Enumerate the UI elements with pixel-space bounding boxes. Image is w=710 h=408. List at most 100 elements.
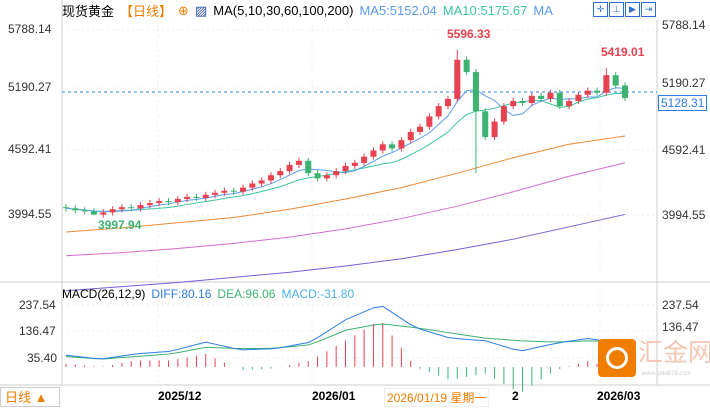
candle bbox=[379, 144, 386, 151]
candle bbox=[612, 75, 619, 86]
candle bbox=[240, 187, 247, 192]
price-axis-left-3: 3994.55 bbox=[8, 207, 52, 221]
exit-icon[interactable]: ⇥ bbox=[641, 2, 656, 17]
ma100-line bbox=[65, 213, 626, 292]
date-label-dec: 2025/12 bbox=[158, 389, 202, 403]
candle bbox=[407, 131, 414, 141]
candle bbox=[63, 207, 69, 209]
macd-header: MACD(26,12,9) DIFF:80.16 DEA:96.06 MACD:… bbox=[62, 287, 354, 301]
candle bbox=[174, 198, 181, 203]
candle bbox=[528, 95, 535, 104]
candle bbox=[137, 205, 144, 209]
candle bbox=[435, 106, 442, 117]
candle bbox=[519, 100, 526, 104]
macd-axis-left-2: 35.40 bbox=[27, 351, 58, 365]
zoom-in-icon[interactable]: ⊥ bbox=[609, 2, 624, 17]
candle bbox=[202, 194, 209, 198]
ma-more: MA bbox=[533, 3, 553, 18]
candle bbox=[90, 211, 97, 215]
candle bbox=[165, 201, 172, 203]
date-label-mar: 2026/03 bbox=[597, 389, 641, 403]
price-axis-right-2: 4592.41 bbox=[662, 143, 706, 157]
candle bbox=[510, 100, 517, 107]
candle bbox=[426, 116, 433, 127]
candle bbox=[109, 209, 116, 213]
cursor-date-label: 2026/01/19 星期一 bbox=[384, 388, 490, 407]
candle bbox=[81, 210, 88, 212]
candle bbox=[118, 207, 125, 210]
macd-axis-right-1: 136.47 bbox=[662, 320, 699, 334]
candle bbox=[584, 90, 591, 95]
macd-label: MACD(26,12,9) bbox=[62, 287, 146, 301]
indicator-icon[interactable]: ▨ bbox=[194, 2, 208, 18]
candle bbox=[333, 171, 340, 176]
ma10-value: MA10:5175.67 bbox=[442, 3, 528, 18]
candle bbox=[603, 75, 610, 93]
price-axis-right-3: 3994.55 bbox=[662, 208, 706, 222]
price-axis-left-1: 5190.27 bbox=[8, 80, 52, 94]
candle bbox=[491, 121, 498, 138]
candle bbox=[100, 212, 107, 215]
candle bbox=[128, 207, 135, 209]
candle bbox=[566, 100, 573, 107]
candle bbox=[482, 111, 489, 138]
candle bbox=[538, 95, 545, 99]
candle bbox=[417, 126, 424, 132]
candle bbox=[146, 203, 153, 206]
price-axis-right-1: 5190.27 bbox=[662, 76, 706, 90]
candle bbox=[72, 208, 79, 211]
candle bbox=[305, 160, 312, 174]
candle bbox=[472, 72, 479, 112]
high2-annotation: 5419.01 bbox=[601, 45, 645, 59]
candle bbox=[500, 106, 507, 122]
candle bbox=[156, 201, 163, 204]
candle bbox=[314, 173, 321, 179]
candle bbox=[389, 144, 396, 149]
low-annotation: 3997.94 bbox=[98, 218, 142, 232]
macd-dea: DEA:96.06 bbox=[217, 287, 276, 301]
candle bbox=[444, 98, 451, 107]
price-axis-right-0: 5788.14 bbox=[662, 18, 706, 32]
candle bbox=[184, 196, 191, 199]
period-button[interactable]: 日线 ▲ bbox=[0, 387, 60, 407]
ma5-value: MA5:5152.04 bbox=[359, 3, 437, 18]
price-axis-left-0: 5788.14 bbox=[8, 22, 52, 36]
date-label-feb: 2 bbox=[512, 389, 519, 403]
zoom-out-icon[interactable]: ▶ bbox=[625, 2, 640, 17]
macd-axis-left-1: 136.47 bbox=[19, 324, 56, 338]
crosshair-icon[interactable]: ✛ bbox=[593, 2, 608, 17]
macd-value: MACD:-31.80 bbox=[281, 287, 355, 301]
candle bbox=[249, 183, 256, 188]
candle bbox=[286, 164, 293, 172]
candle bbox=[463, 59, 470, 73]
price-axis-left-2: 4592.41 bbox=[8, 142, 52, 156]
candle bbox=[258, 180, 265, 184]
candle bbox=[277, 171, 284, 176]
ma5-line bbox=[65, 87, 626, 213]
candle bbox=[594, 90, 601, 93]
candle bbox=[398, 140, 405, 149]
macd-axis-left-0: 237.54 bbox=[19, 298, 56, 312]
current-price-label: 5128.31 bbox=[658, 95, 708, 111]
dea-line bbox=[65, 323, 626, 360]
settings-icon[interactable]: ⊕ bbox=[178, 2, 189, 18]
macd-axis-right-0: 237.54 bbox=[662, 298, 699, 312]
macd-diff: DIFF:80.16 bbox=[151, 287, 212, 301]
candle bbox=[547, 92, 554, 99]
diff-line bbox=[65, 305, 626, 360]
chart-header: 现货黄金 【日线】 ⊕ ▨ MA(5,10,30,60,100,200) MA5… bbox=[62, 1, 553, 20]
candle bbox=[370, 150, 377, 157]
date-label-jan: 2026/01 bbox=[312, 389, 356, 403]
watermark-text: 汇金网 bbox=[638, 339, 710, 367]
ma-label[interactable]: MA(5,10,30,60,100,200) bbox=[213, 3, 354, 18]
candle bbox=[454, 59, 461, 99]
candle bbox=[323, 175, 330, 179]
candle bbox=[556, 92, 563, 107]
candle bbox=[622, 85, 628, 99]
watermark-url: www.gold678.com bbox=[642, 371, 691, 377]
period-label[interactable]: 【日线】 bbox=[120, 4, 173, 19]
candle bbox=[575, 94, 582, 101]
high-annotation: 5596.33 bbox=[447, 27, 491, 41]
candle bbox=[193, 196, 200, 198]
